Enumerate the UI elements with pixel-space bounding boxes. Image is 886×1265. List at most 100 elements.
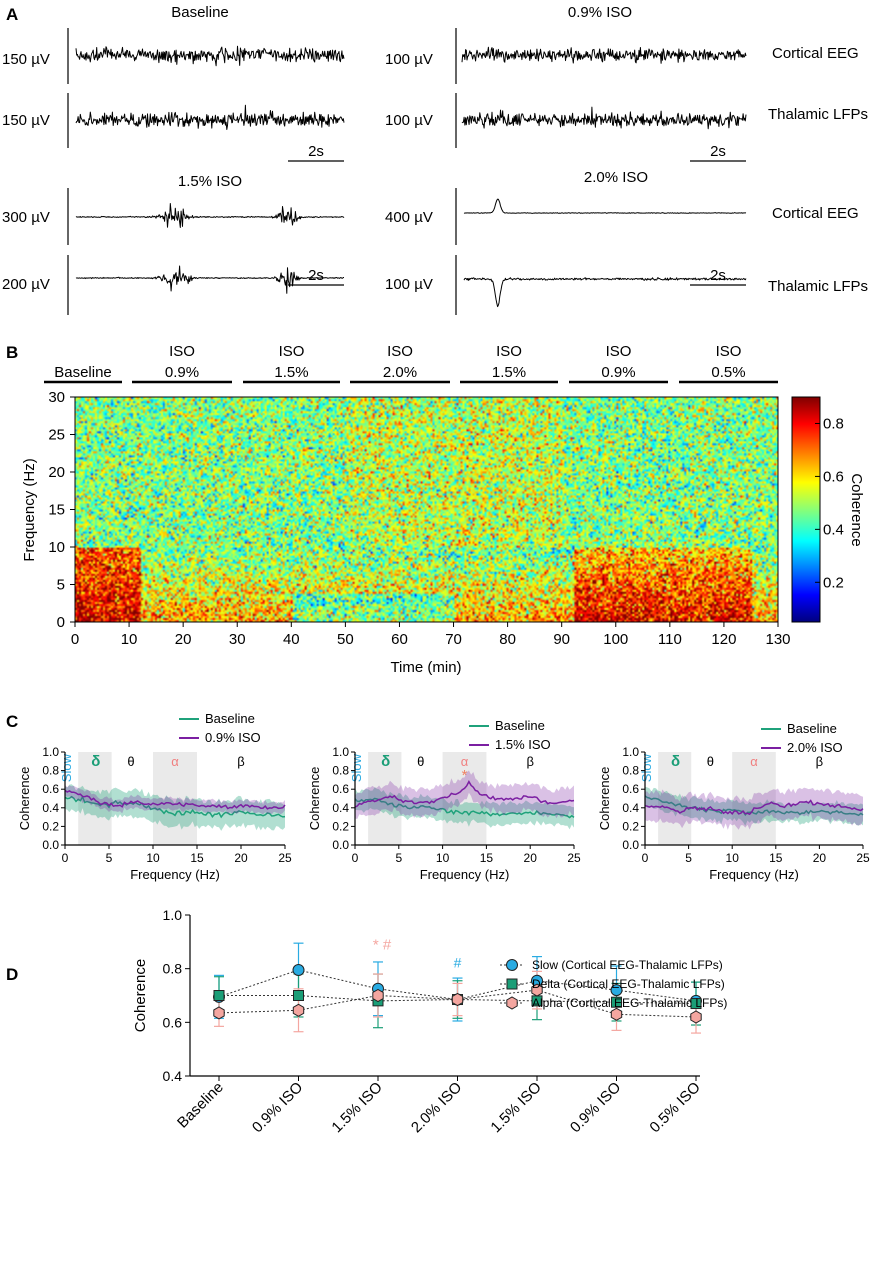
coherence-spectrum-chart: Slow δ θ α β * 0.0 0.2 0.4 0.6 0.8 1.0 0 5 10 15 20 25 Fre… bbox=[307, 718, 581, 882]
band-label: β bbox=[526, 754, 533, 769]
colorbar-tick-label: 0.6 bbox=[823, 468, 844, 485]
data-point bbox=[690, 1010, 702, 1024]
y-axis-label: Coherence bbox=[307, 767, 322, 831]
scale-label-iso20-lfp: 100 µV bbox=[385, 276, 433, 293]
y-tick-label: 30 bbox=[48, 389, 65, 406]
colorbar-ticks: 0.2 0.4 0.6 0.8 bbox=[815, 415, 844, 591]
x-tick-label: 0 bbox=[71, 631, 79, 648]
y-axis-label: Coherence bbox=[597, 767, 612, 831]
y-tick-label: 0.8 bbox=[622, 764, 639, 778]
colorbar-tick-label: 0.8 bbox=[823, 415, 844, 432]
segment-label: 0.9% bbox=[165, 364, 199, 381]
y-tick-label: 0.8 bbox=[42, 764, 59, 778]
band-coherence-chart: 0.4 0.6 0.8 1.0 Coherence Baseline 0.9% ISO 1.5… bbox=[132, 907, 727, 1136]
y-tick-label: 0 bbox=[57, 614, 65, 631]
legend-label: Delta (Cortical EEG-Thalamic LFPs) bbox=[532, 977, 725, 991]
y-tick-label: 1.0 bbox=[163, 907, 183, 923]
data-point bbox=[451, 992, 464, 1007]
legend-label: Baseline bbox=[495, 718, 545, 733]
data-point bbox=[213, 990, 225, 1001]
x-tick-label: 25 bbox=[278, 851, 292, 865]
x-tick-label: 2.0% ISO bbox=[408, 1079, 465, 1136]
significance-marker: * # bbox=[373, 936, 392, 953]
data-point bbox=[506, 959, 518, 971]
scale-label-iso09-eeg: 100 µV bbox=[385, 51, 433, 68]
data-point bbox=[292, 1003, 305, 1017]
x-axis-label: Frequency (Hz) bbox=[130, 867, 220, 882]
colorbar-tick-label: 0.2 bbox=[823, 574, 844, 591]
x-tick-label: 0.9% ISO bbox=[567, 1079, 624, 1136]
y-tick-label: 0.4 bbox=[163, 1068, 183, 1084]
time-scale-label: 2s bbox=[710, 143, 726, 160]
x-tick-label: 40 bbox=[283, 631, 300, 648]
data-point bbox=[611, 996, 622, 1008]
x-tick-label: 15 bbox=[769, 851, 783, 865]
row-label-thalamic-lfps: Thalamic LFPs bbox=[768, 106, 868, 123]
y-tick-label: 0.0 bbox=[42, 838, 59, 852]
y-tick-label: 5 bbox=[57, 577, 65, 594]
band-label: θ bbox=[417, 754, 424, 769]
series-line bbox=[354, 797, 575, 819]
band-label: δ bbox=[671, 753, 680, 770]
x-tick-label: 20 bbox=[813, 851, 827, 865]
trace-iso20-cortical-eeg bbox=[463, 198, 747, 214]
y-tick-label: 0.4 bbox=[622, 801, 639, 815]
segment-label: Baseline bbox=[54, 364, 112, 381]
x-tick-label: Baseline bbox=[174, 1079, 227, 1132]
y-tick-label: 0.2 bbox=[622, 819, 639, 833]
x-tick-label: 130 bbox=[765, 631, 790, 648]
y-tick-label: 1.0 bbox=[42, 745, 59, 759]
y-tick-label: 0.6 bbox=[163, 1014, 183, 1030]
trace-iso15-cortical-eeg bbox=[75, 203, 345, 228]
x-tick-label: 120 bbox=[711, 631, 736, 648]
band-label: θ bbox=[127, 754, 134, 769]
x-tick-label: 10 bbox=[121, 631, 138, 648]
y-tick-label: 0.0 bbox=[332, 838, 349, 852]
time-scale-label: 2s bbox=[710, 267, 726, 284]
data-point bbox=[506, 996, 518, 1010]
data-point bbox=[531, 983, 543, 997]
x-tick-label: 0.9% ISO bbox=[249, 1079, 306, 1136]
segment-label: 0.5% bbox=[711, 364, 745, 381]
trace-title-baseline: Baseline bbox=[171, 4, 229, 21]
series-line bbox=[354, 780, 575, 808]
x-axis-label: Time (min) bbox=[390, 659, 461, 676]
x-tick-label: 5 bbox=[106, 851, 113, 865]
x-tick-label: 90 bbox=[553, 631, 570, 648]
legend-label: 0.9% ISO bbox=[205, 730, 261, 745]
panel-a-traces: Baseline 0.9% ISO 1.5% ISO 2.0% ISO 150 … bbox=[2, 4, 868, 315]
trace-baseline-thalamic-lfp bbox=[75, 104, 345, 130]
band-label: α bbox=[461, 754, 469, 769]
band-label: β bbox=[237, 754, 244, 769]
segment-label: 0.9% bbox=[601, 364, 635, 381]
series-line bbox=[644, 799, 864, 816]
x-tick-label: 60 bbox=[391, 631, 408, 648]
scale-label-baseline-lfp: 150 µV bbox=[2, 112, 50, 129]
data-point bbox=[372, 988, 384, 1003]
y-tick-label: 10 bbox=[48, 539, 65, 556]
x-tick-label: 20 bbox=[175, 631, 192, 648]
segment-label: ISO bbox=[496, 343, 522, 360]
x-tick-label: 1.5% ISO bbox=[487, 1079, 544, 1136]
time-scale-label: 2s bbox=[308, 267, 324, 284]
x-axis-label: Frequency (Hz) bbox=[709, 867, 799, 882]
trace-iso09-thalamic-lfp bbox=[461, 106, 747, 130]
scale-label-iso20-eeg: 400 µV bbox=[385, 209, 433, 226]
data-point bbox=[690, 998, 702, 1010]
trace-title-iso-0-9: 0.9% ISO bbox=[568, 4, 632, 21]
x-tick-label: 5 bbox=[685, 851, 692, 865]
x-tick-label: 70 bbox=[445, 631, 462, 648]
panel-c-coherence-spectra: Slow δ θ α β 0.0 0.2 0.4 0.6 0.8 1.0 0 5 10 15 20 25 Freq… bbox=[17, 711, 870, 882]
condition-segments: Baseline ISO 0.9% ISO 1.5% ISO 2.0% ISO 1.5% ISO 0… bbox=[44, 343, 778, 384]
data-point bbox=[506, 978, 518, 990]
series-sd-band bbox=[645, 786, 863, 826]
coherence-spectrum-chart: Slow δ θ α β 0.0 0.2 0.4 0.6 0.8 1.0 0 5 10 15 20 25 Freq… bbox=[17, 711, 292, 882]
x-tick-label: 10 bbox=[726, 851, 740, 865]
y-tick-label: 0.8 bbox=[332, 764, 349, 778]
segment-label: ISO bbox=[169, 343, 195, 360]
row-label-cortical-eeg: Cortical EEG bbox=[772, 205, 859, 222]
significance-marker: * bbox=[462, 767, 468, 784]
x-tick-label: 0 bbox=[62, 851, 69, 865]
panel-label-b: B bbox=[6, 343, 18, 362]
